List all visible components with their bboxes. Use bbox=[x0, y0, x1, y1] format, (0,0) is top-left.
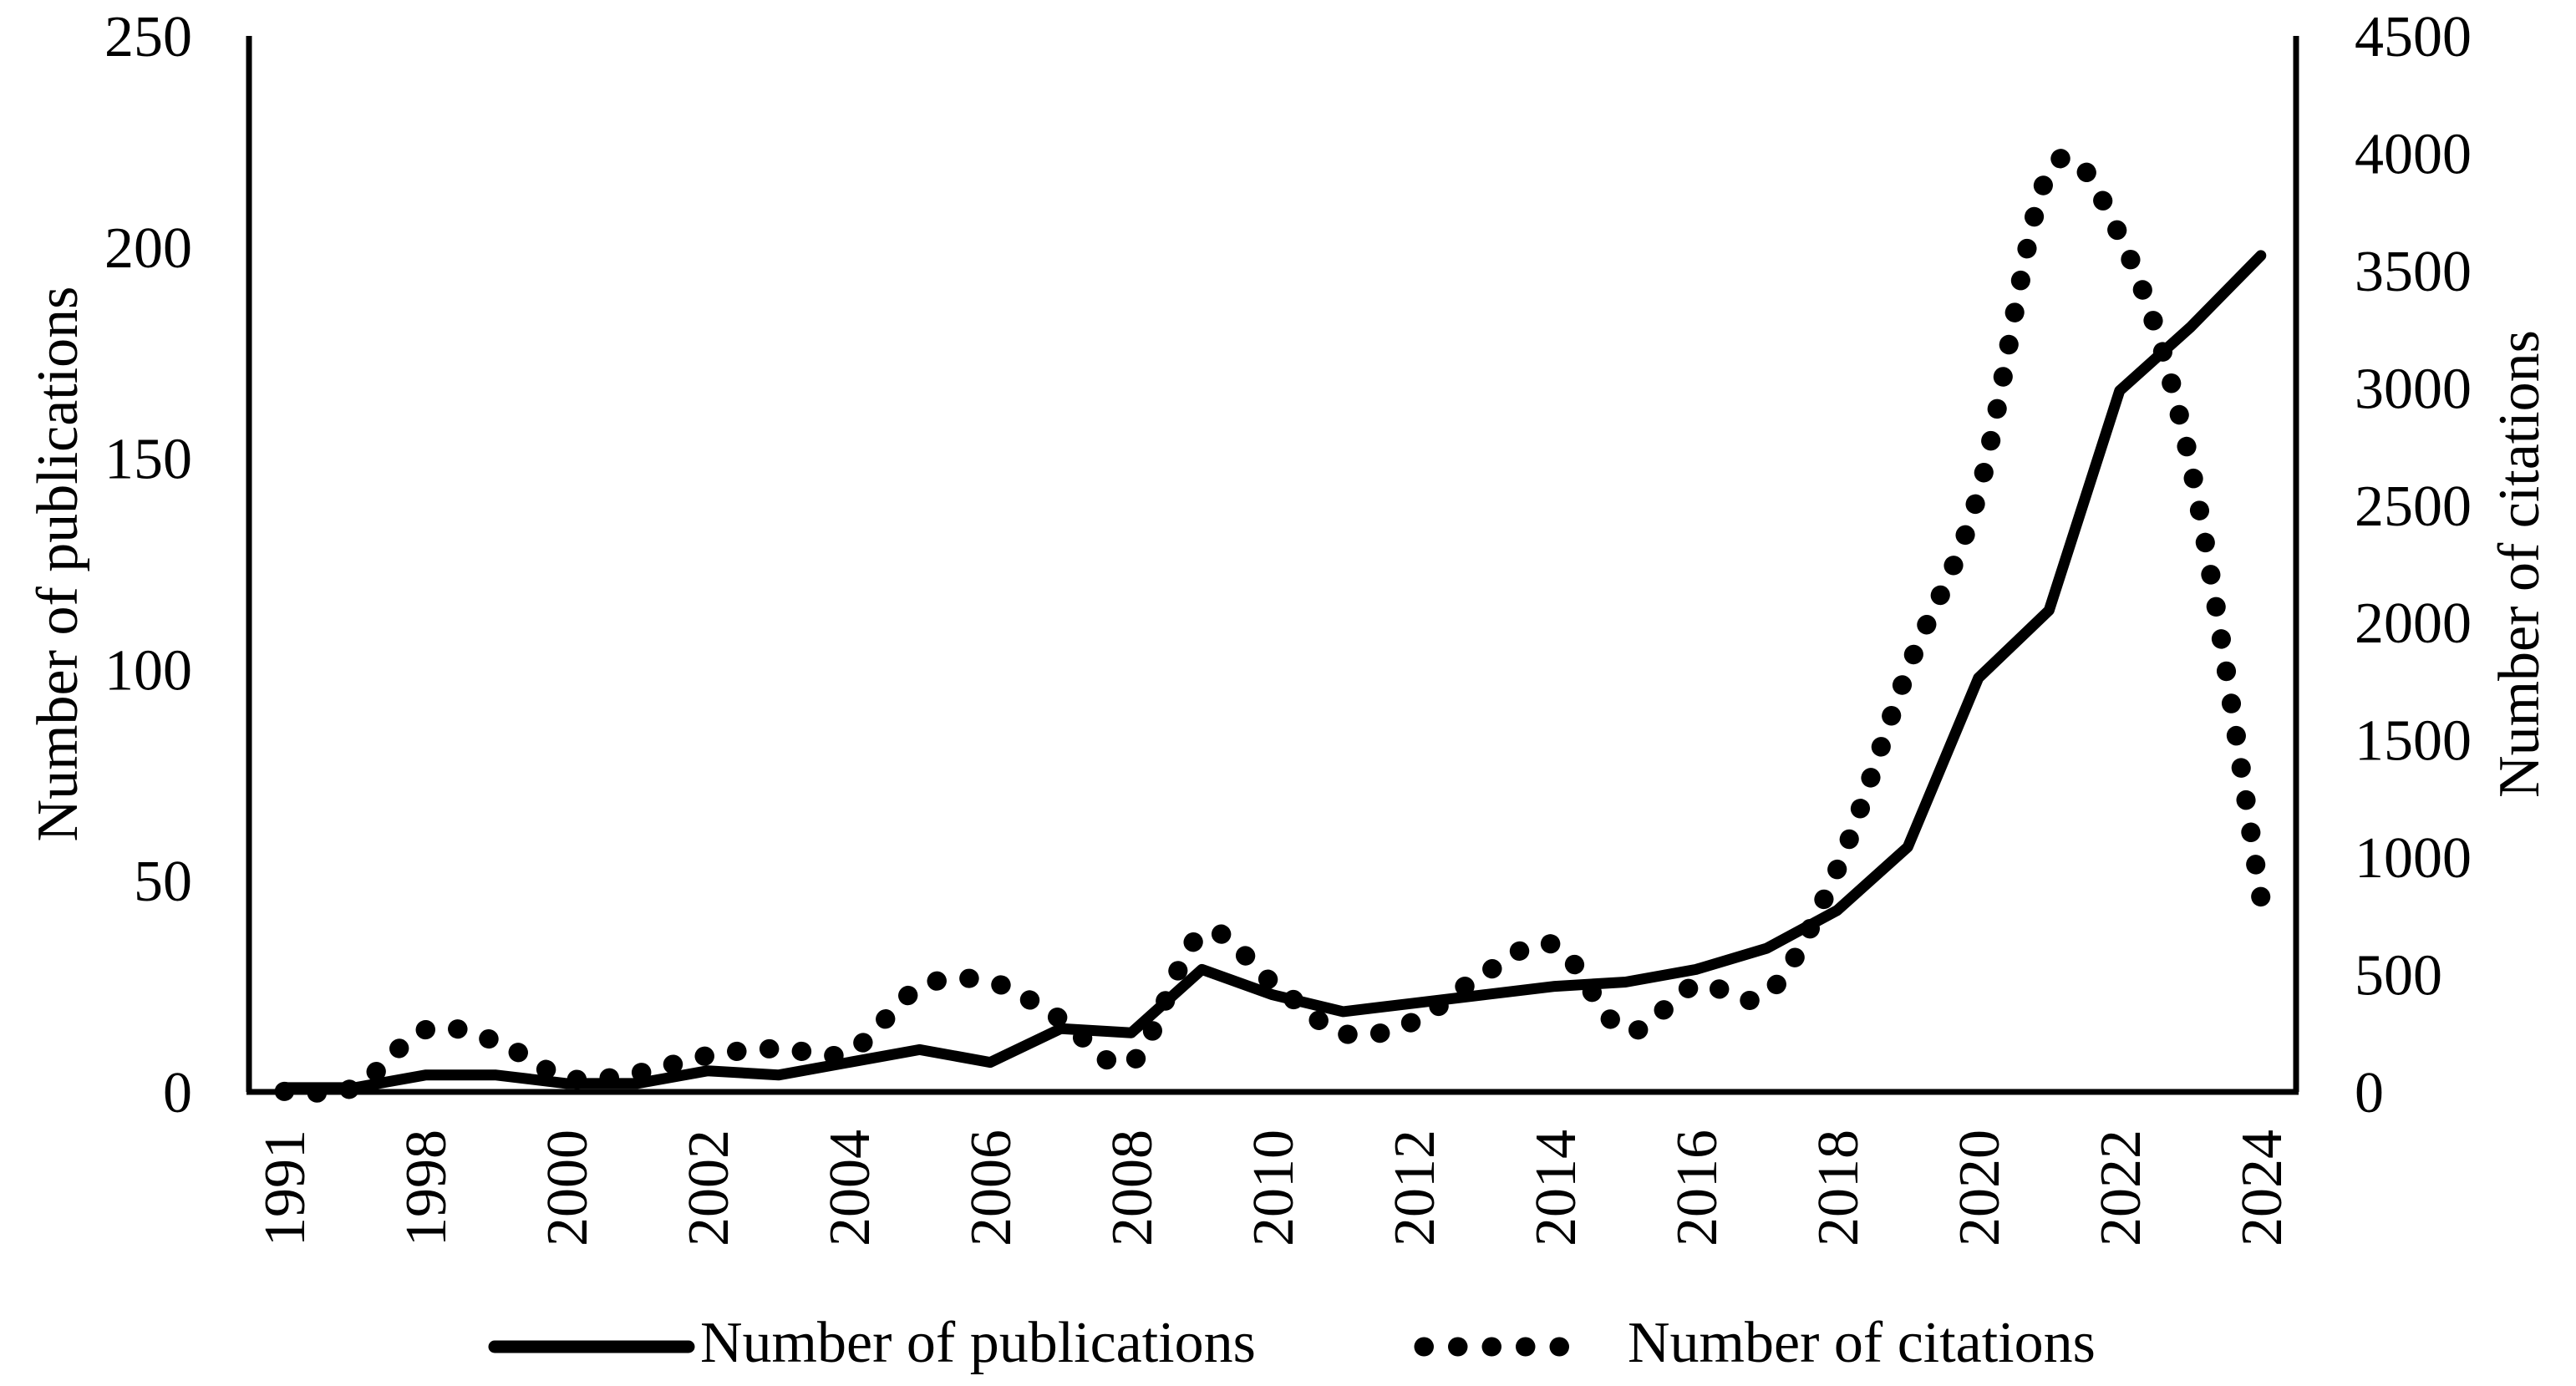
y-axis-right-tick-label: 2500 bbox=[2355, 475, 2472, 539]
y-axis-right-tick-label: 1500 bbox=[2355, 709, 2472, 774]
x-axis-tick-label: 2014 bbox=[1524, 1130, 1588, 1246]
publications-series-line bbox=[278, 250, 2267, 1094]
plot-axes bbox=[246, 36, 2299, 1095]
x-axis-tick-label: 1998 bbox=[394, 1130, 459, 1246]
y-axis-left-tick-label: 250 bbox=[104, 5, 192, 69]
y-axis-right-tick-label: 3500 bbox=[2355, 240, 2472, 304]
x-axis-tick-label: 2020 bbox=[1948, 1130, 2012, 1246]
y-axis-right-tick-label: 4500 bbox=[2355, 5, 2472, 69]
y-axis-left-tick-label: 200 bbox=[104, 216, 192, 281]
x-axis-tick-label: 2006 bbox=[959, 1130, 1024, 1246]
x-axis-tick-label: 2008 bbox=[1100, 1130, 1165, 1246]
x-axis-tick-label: 2004 bbox=[818, 1130, 882, 1246]
x-axis-tick-label: 1991 bbox=[253, 1130, 318, 1246]
x-axis-tick-label: 2022 bbox=[2089, 1130, 2153, 1246]
y-axis-left-tick-label: 100 bbox=[104, 638, 192, 703]
x-axis-tick-label: 2000 bbox=[536, 1130, 600, 1246]
y-axis-right-tick-label: 1000 bbox=[2355, 826, 2472, 891]
y-axis-right-tick-label: 500 bbox=[2355, 944, 2442, 1008]
y-axis-left-tick-labels: 0 50 100 150 200 250 bbox=[104, 5, 192, 1125]
y-axis-right-tick-label: 2000 bbox=[2355, 591, 2472, 656]
y-axis-left-title: Number of publications bbox=[26, 287, 90, 842]
x-axis-tick-label: 2016 bbox=[1665, 1130, 1730, 1246]
citations-legend-label: Number of citations bbox=[1628, 1311, 2096, 1375]
citations-series-dotted-line bbox=[274, 147, 2271, 1103]
y-axis-right-title: Number of citations bbox=[2487, 330, 2552, 798]
y-axis-right-tick-label: 3000 bbox=[2355, 357, 2472, 421]
y-axis-right-tick-label: 0 bbox=[2355, 1061, 2384, 1125]
x-axis-tick-label: 2002 bbox=[677, 1130, 741, 1246]
legend: Number of publications Number of citatio… bbox=[488, 1311, 2096, 1375]
y-axis-left-tick-label: 50 bbox=[134, 850, 192, 914]
x-axis-tick-labels: 1991 1998 2000 2002 2004 2006 2008 2010 2012 2014… bbox=[253, 1130, 2294, 1246]
x-axis-tick-label: 2018 bbox=[1806, 1130, 1871, 1246]
x-axis-tick-label: 2024 bbox=[2230, 1130, 2294, 1246]
publications-legend-label: Number of publications bbox=[700, 1311, 1256, 1375]
x-axis-tick-label: 2012 bbox=[1383, 1130, 1447, 1246]
y-axis-right-tick-label: 4000 bbox=[2355, 122, 2472, 186]
y-axis-left-tick-label: 150 bbox=[104, 428, 192, 492]
y-axis-left-tick-label: 0 bbox=[163, 1061, 192, 1125]
y-axis-right-tick-labels: 0 500 1000 1500 2000 2500 3000 3500 4000 4500 bbox=[2355, 5, 2472, 1125]
chart-series bbox=[274, 147, 2271, 1103]
x-axis-tick-label: 2010 bbox=[1242, 1130, 1306, 1246]
